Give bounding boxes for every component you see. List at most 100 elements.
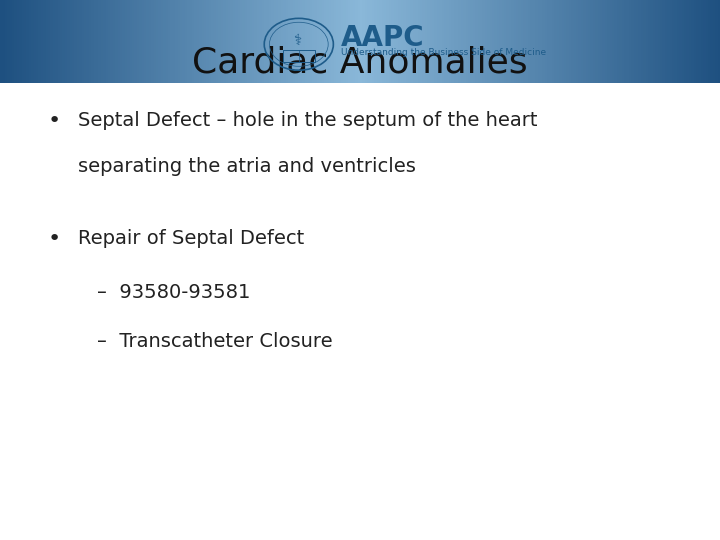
Bar (408, 0, 410, 10)
Bar (70, 0, 72, 83)
Bar (67, 0, 70, 10)
Bar (679, 0, 682, 10)
Bar (293, 0, 295, 10)
Bar (521, 0, 523, 83)
Bar (490, 0, 492, 83)
Bar (326, 0, 329, 83)
Bar (506, 0, 509, 83)
Bar (362, 0, 365, 10)
Bar (391, 0, 394, 83)
Bar (185, 0, 187, 83)
Bar (358, 0, 360, 83)
Bar (341, 0, 343, 10)
Bar (151, 0, 153, 83)
Bar (180, 0, 182, 10)
Bar (643, 0, 646, 83)
Bar (77, 0, 79, 10)
Bar (230, 0, 233, 10)
Bar (156, 0, 158, 83)
Bar (396, 0, 398, 83)
Bar (718, 0, 720, 83)
Bar (137, 0, 139, 10)
Bar (523, 0, 526, 83)
Bar (202, 0, 204, 10)
Bar (459, 0, 461, 10)
Bar (279, 0, 281, 83)
Bar (425, 0, 427, 10)
Bar (0, 0, 2, 10)
Bar (379, 0, 382, 10)
Bar (288, 0, 290, 83)
Bar (650, 0, 653, 10)
Bar (434, 0, 437, 10)
Bar (312, 0, 315, 83)
Bar (135, 0, 137, 10)
Bar (430, 0, 432, 10)
Bar (144, 0, 146, 10)
Bar (355, 0, 358, 83)
Bar (711, 0, 713, 10)
Bar (595, 0, 598, 83)
Bar (310, 0, 312, 10)
Bar (312, 0, 315, 10)
Bar (441, 0, 444, 10)
Bar (684, 0, 686, 10)
Bar (101, 0, 103, 10)
Bar (125, 0, 127, 10)
Bar (192, 0, 194, 83)
Bar (103, 0, 106, 83)
Bar (264, 0, 266, 10)
Bar (655, 0, 657, 83)
Bar (614, 0, 617, 10)
Bar (571, 0, 574, 83)
Bar (202, 0, 204, 83)
Bar (389, 0, 391, 83)
Bar (626, 0, 629, 10)
Bar (610, 0, 612, 83)
Bar (130, 0, 132, 83)
Bar (238, 0, 240, 10)
Bar (482, 0, 485, 83)
Bar (439, 0, 441, 83)
Bar (660, 0, 662, 10)
Bar (434, 0, 437, 83)
Bar (180, 0, 182, 83)
Bar (362, 0, 365, 83)
Bar (535, 0, 538, 10)
Bar (91, 0, 94, 10)
Bar (379, 0, 382, 83)
Bar (490, 0, 492, 10)
Bar (567, 0, 569, 10)
Bar (276, 0, 279, 10)
Bar (451, 0, 454, 83)
Bar (562, 0, 564, 10)
Bar (614, 0, 617, 83)
Bar (377, 0, 379, 10)
Bar (468, 0, 470, 83)
Bar (94, 0, 96, 83)
Bar (43, 0, 45, 10)
Bar (598, 0, 600, 10)
Bar (473, 0, 475, 10)
Bar (693, 0, 696, 83)
Bar (17, 0, 19, 83)
Bar (387, 0, 389, 10)
Bar (161, 0, 163, 10)
Bar (365, 0, 367, 83)
Bar (84, 0, 86, 83)
Bar (115, 0, 117, 83)
Bar (286, 0, 288, 83)
Bar (295, 0, 297, 10)
Bar (79, 0, 81, 83)
Bar (276, 0, 279, 83)
Bar (247, 0, 250, 10)
Bar (24, 0, 27, 10)
Bar (506, 0, 509, 10)
Bar (31, 0, 34, 10)
Bar (331, 0, 333, 10)
Bar (38, 0, 41, 10)
Bar (504, 0, 506, 83)
Bar (326, 0, 329, 10)
Bar (271, 0, 274, 10)
Bar (214, 0, 216, 83)
